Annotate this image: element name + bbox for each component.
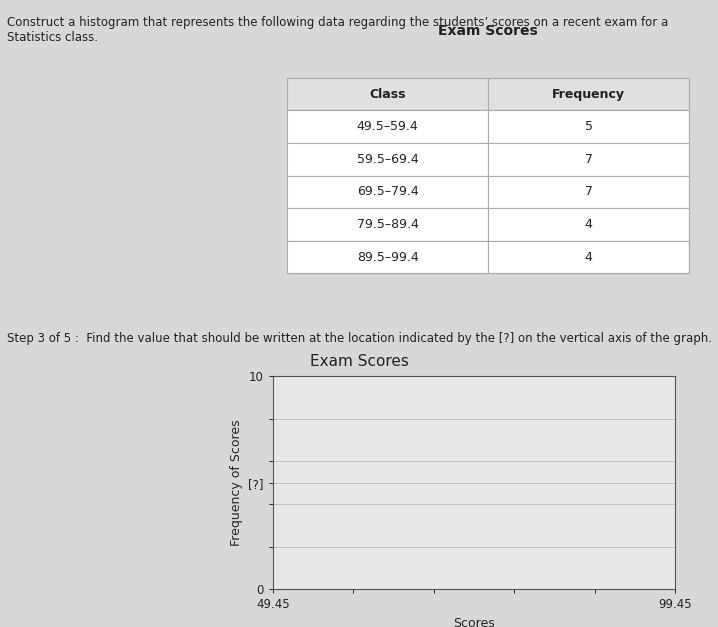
X-axis label: Scores: Scores [453,617,495,627]
Y-axis label: Frequency of Scores: Frequency of Scores [230,419,243,546]
Text: Construct a histogram that represents the following data regarding the students’: Construct a histogram that represents th… [7,16,668,44]
Text: Exam Scores: Exam Scores [439,24,538,38]
Text: Exam Scores: Exam Scores [309,354,409,369]
Text: Step 3 of 5 :  Find the value that should be written at the location indicated b: Step 3 of 5 : Find the value that should… [7,332,712,345]
